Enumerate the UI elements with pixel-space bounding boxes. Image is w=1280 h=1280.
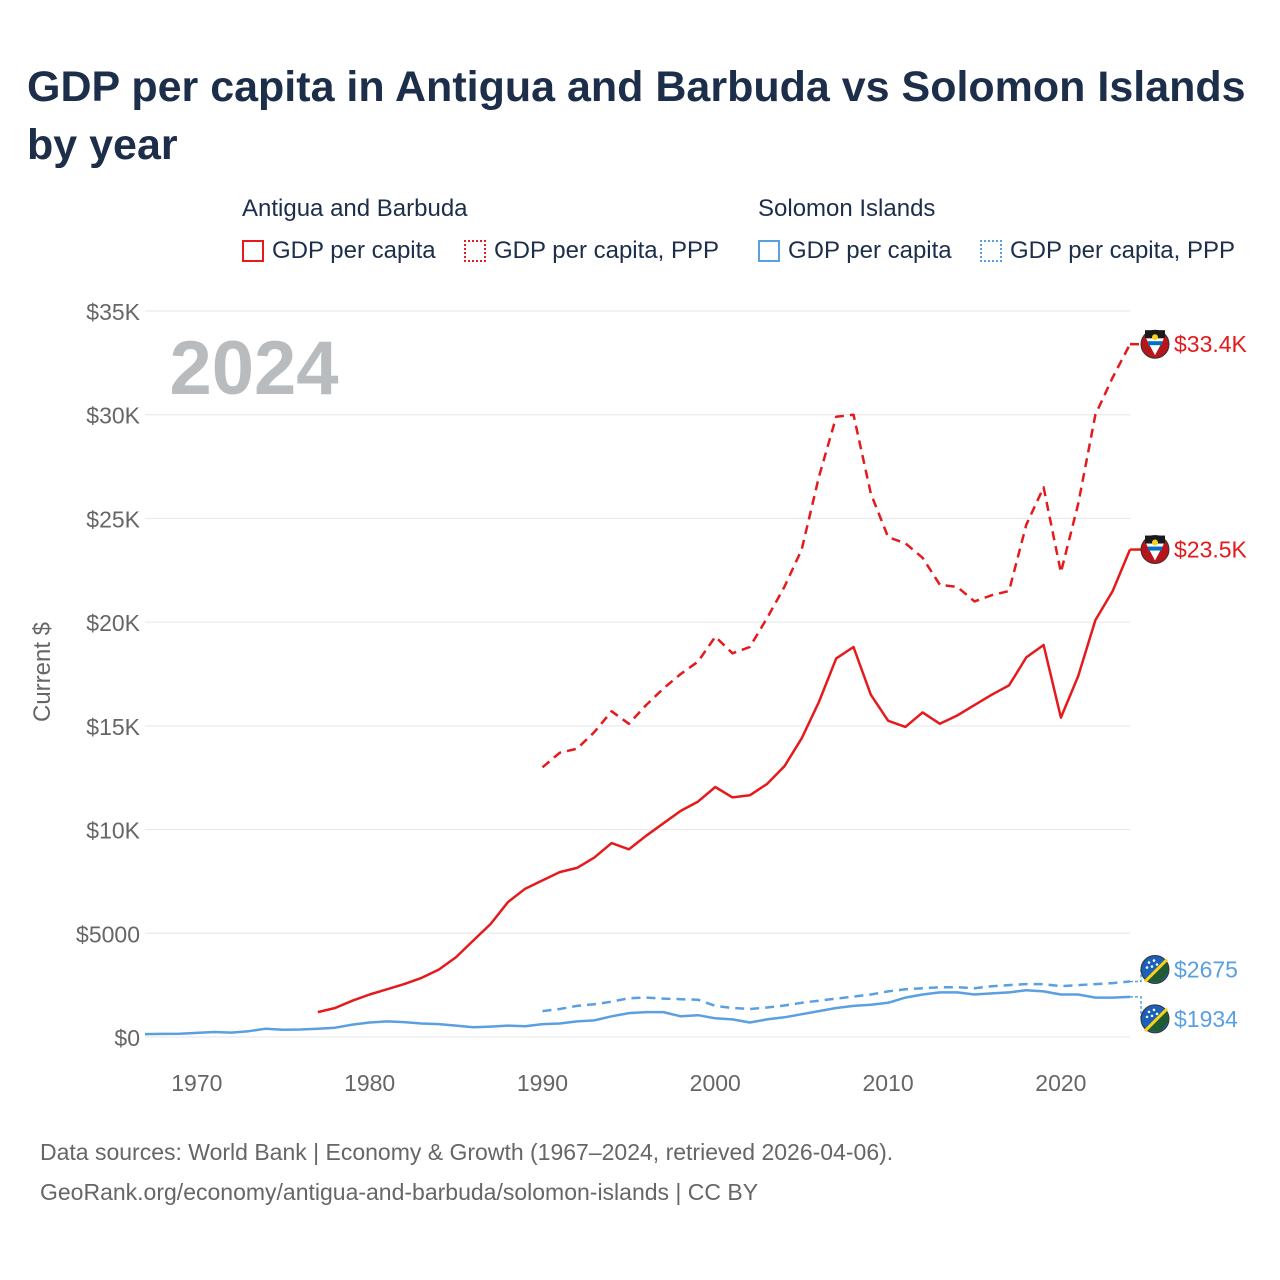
legend-antigua-gdp-swatch: [242, 240, 264, 262]
x-tick-label: 1970: [171, 1070, 222, 1096]
solomon-flag-green: [1147, 1010, 1169, 1032]
line-chart: 2024 Current $ $0 $5000 $10K $15K $20K $25K $3…: [29, 299, 1248, 1096]
solomon-flag-star: [1155, 1012, 1159, 1016]
series-line[interactable]: [542, 980, 1131, 1013]
series-line[interactable]: [317, 549, 1132, 1014]
series-line[interactable]: [541, 343, 1132, 769]
legend-solomon-ppp-label: GDP per capita, PPP: [1010, 237, 1235, 264]
legend-group-antigua: Antigua and Barbuda: [242, 195, 468, 222]
footer-sources: Data sources: World Bank | Economy & Gro…: [40, 1139, 894, 1165]
solomon-flag-star: [1150, 965, 1154, 968]
x-tick-label: 1980: [344, 1070, 395, 1096]
solomon-flag-green: [1147, 961, 1169, 983]
legend-antigua-gdp[interactable]: GDP per capita: [242, 237, 436, 265]
antigua-flag-sun: [1152, 334, 1158, 341]
y-tick-label: $10K: [86, 818, 140, 844]
antigua-flag-band: [1148, 341, 1162, 346]
legend-antigua-ppp[interactable]: GDP per capita, PPP: [464, 237, 719, 265]
solomon-flag-star: [1152, 959, 1156, 962]
end-value-label: $1934: [1174, 1006, 1238, 1032]
solomon-flag-star: [1145, 1015, 1149, 1019]
solomon-flag-star: [1150, 1014, 1154, 1018]
solomon-flag-star: [1145, 966, 1149, 969]
y-tick-label: $30K: [86, 403, 140, 429]
y-tick-label: $15K: [86, 714, 140, 740]
antigua-flag-band: [1148, 546, 1162, 551]
x-tick-label: 1990: [517, 1070, 568, 1096]
legend-group-solomon: Solomon Islands: [758, 195, 936, 222]
legend-antigua-ppp-swatch: [464, 240, 486, 262]
x-tick-label: 2010: [862, 1070, 913, 1096]
y-axis-label: Current $: [29, 622, 56, 722]
solomon-flag-stripe: [1143, 1007, 1169, 1032]
y-tick-label: $20K: [86, 610, 140, 636]
y-axis-ticks: $0 $5000 $10K $15K $20K $25K $30K $35K: [76, 299, 141, 1051]
antigua-flag-sun: [1152, 539, 1158, 546]
legend-solomon-gdp-swatch: [758, 240, 780, 262]
y-tick-label: $5000: [76, 921, 140, 947]
end-value-label: $23.5K: [1174, 537, 1248, 563]
legend-solomon-ppp-swatch: [980, 240, 1002, 262]
end-label-connector: [1130, 969, 1142, 983]
grid-lines: [145, 310, 1130, 1038]
legend-solomon-gdp-label: GDP per capita: [788, 237, 952, 264]
end-labels: $33.4K $23.5K $2675 $1934: [1130, 329, 1248, 1034]
end-label-connector: [1130, 996, 1142, 1019]
end-value-label: $33.4K: [1174, 331, 1248, 357]
solomon-flag-star: [1152, 1008, 1156, 1012]
y-tick-label: $0: [114, 1025, 140, 1051]
x-axis-ticks: 1970 1980 1990 2000 2010 2020: [171, 1070, 1086, 1096]
series-line[interactable]: [144, 989, 1131, 1036]
year-watermark: 2024: [169, 326, 338, 411]
chart-title: GDP per capita in Antigua and Barbuda vs…: [27, 63, 1246, 169]
series-lines: [144, 343, 1132, 1036]
legend-antigua-ppp-label: GDP per capita, PPP: [494, 237, 719, 264]
solomon-flag-star: [1147, 961, 1151, 964]
y-tick-label: $35K: [86, 299, 140, 325]
y-tick-label: $25K: [86, 506, 140, 532]
legend-solomon-gdp[interactable]: GDP per capita: [758, 237, 952, 265]
solomon-flag-stripe: [1143, 958, 1169, 983]
solomon-flag-star: [1147, 1010, 1151, 1014]
x-tick-label: 2000: [690, 1070, 741, 1096]
footer-attribution[interactable]: GeoRank.org/economy/antigua-and-barbuda/…: [40, 1179, 759, 1205]
legend-antigua-gdp-label: GDP per capita: [272, 237, 436, 264]
solomon-flag-star: [1155, 963, 1159, 966]
x-tick-label: 2020: [1035, 1070, 1086, 1096]
end-value-label: $2675: [1174, 957, 1238, 983]
legend-solomon-ppp[interactable]: GDP per capita, PPP: [980, 237, 1235, 265]
